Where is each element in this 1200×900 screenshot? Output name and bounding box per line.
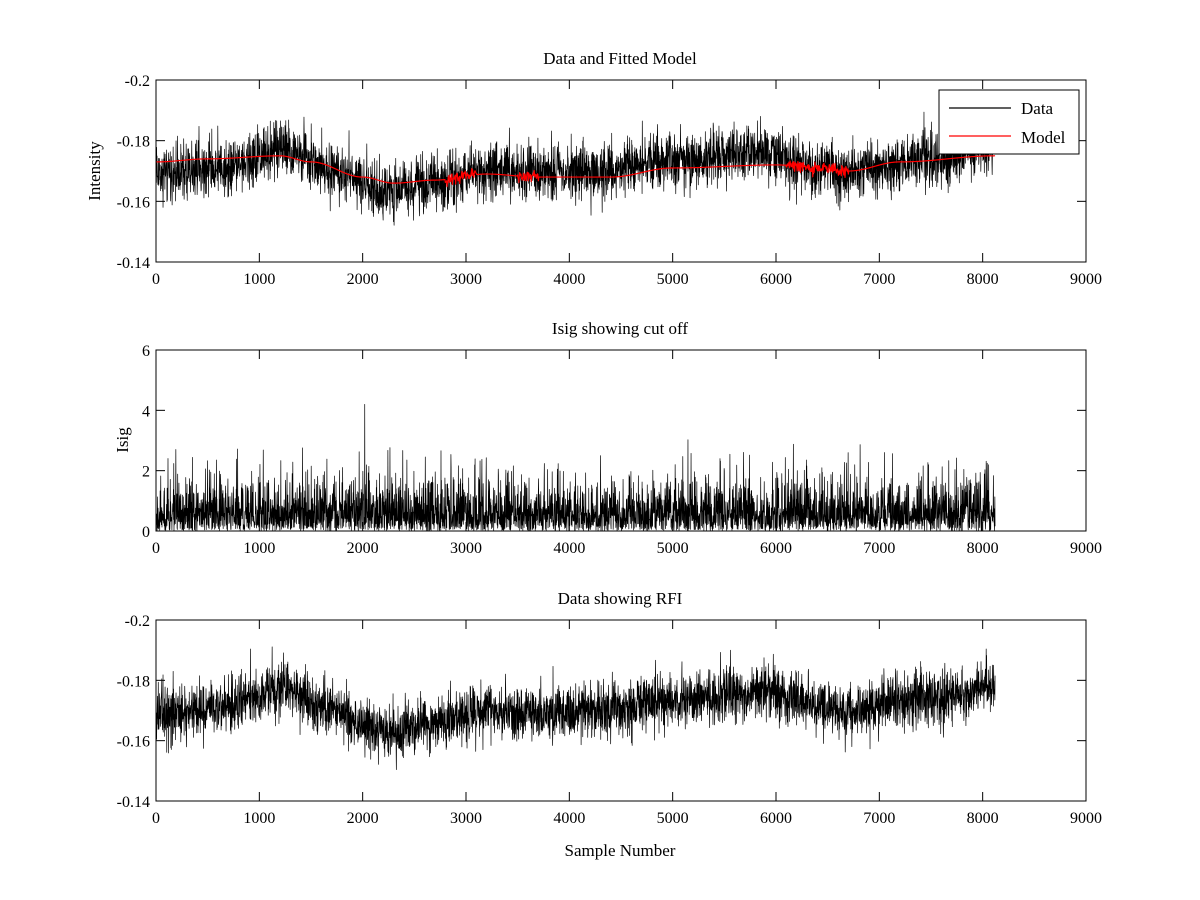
x-tick-label: 5000 xyxy=(657,540,689,557)
axes-layer: 0 1000 2000 3000 4000 5000 6000 7000 8000 9000 -0.… xyxy=(117,73,1102,288)
y-tick-label: -0.16 xyxy=(117,734,150,751)
x-tick-label: 8000 xyxy=(967,810,999,827)
subplot-title: Data and Fitted Model xyxy=(543,49,697,68)
x-tick-label: 2000 xyxy=(347,810,379,827)
axes-layer: 0 1000 2000 3000 4000 5000 6000 7000 8000 9000 -0.… xyxy=(117,613,1102,827)
y-tick-label: -0.14 xyxy=(117,794,150,811)
x-tick-label: 1000 xyxy=(243,810,275,827)
axes-frame xyxy=(155,79,1087,263)
x-tick-label: 4000 xyxy=(553,810,585,827)
x-tick-label: 3000 xyxy=(450,271,482,288)
series-line-signal xyxy=(156,646,996,771)
y-axis-label: Isig xyxy=(113,427,132,453)
x-tick-label: 8000 xyxy=(967,271,999,288)
y-tick-label: -0.14 xyxy=(117,255,150,272)
series-line-signal xyxy=(156,403,996,531)
x-tick-label: 0 xyxy=(152,271,160,288)
subplot-data-and-model: Data and Fitted Model Intensity 0 1000 200… xyxy=(85,49,1102,288)
x-tick-label: 5000 xyxy=(657,810,689,827)
x-tick-label: 4000 xyxy=(553,271,585,288)
x-tick-label: 6000 xyxy=(760,271,792,288)
y-tick-label: 4 xyxy=(142,403,150,420)
plot-layer xyxy=(156,646,996,771)
x-tick-label: 1000 xyxy=(243,271,275,288)
x-axis-label: Sample Number xyxy=(565,841,676,860)
y-axis-label: Intensity xyxy=(85,141,104,201)
y-tick-label: -0.2 xyxy=(125,613,150,630)
y-tick-label: -0.2 xyxy=(125,73,150,90)
x-tick-label: 0 xyxy=(152,810,160,827)
legend: Data Model xyxy=(938,89,1080,155)
plot-layer xyxy=(156,111,996,226)
x-tick-label: 6000 xyxy=(760,810,792,827)
plot-layer xyxy=(156,403,996,531)
x-tick-label: 0 xyxy=(152,540,160,557)
y-tick-label: -0.18 xyxy=(117,134,150,151)
legend-label-model: Model xyxy=(1021,128,1066,147)
x-tick-label: 8000 xyxy=(967,540,999,557)
y-tick-label: -0.18 xyxy=(117,673,150,690)
x-tick-label: 9000 xyxy=(1070,810,1102,827)
x-tick-label: 3000 xyxy=(450,540,482,557)
x-tick-label: 2000 xyxy=(347,540,379,557)
series-line-model xyxy=(156,155,996,188)
legend-label-data: Data xyxy=(1021,99,1054,118)
subplot-title: Data showing RFI xyxy=(558,589,683,608)
legend-box xyxy=(938,89,1080,155)
x-tick-label: 7000 xyxy=(863,810,895,827)
x-tick-label: 6000 xyxy=(760,540,792,557)
axes-frame xyxy=(155,619,1087,802)
subplot-isig: Isig showing cut off Isig 0 1000 2000 3000 4… xyxy=(113,319,1102,557)
x-tick-label: 9000 xyxy=(1070,271,1102,288)
x-tick-label: 1000 xyxy=(243,540,275,557)
x-tick-label: 9000 xyxy=(1070,540,1102,557)
y-tick-label: 0 xyxy=(142,524,150,541)
axes-frame xyxy=(155,349,1087,532)
x-tick-label: 7000 xyxy=(863,540,895,557)
y-tick-label: 6 xyxy=(142,343,150,360)
x-tick-label: 5000 xyxy=(657,271,689,288)
axes-layer: 0 1000 2000 3000 4000 5000 6000 7000 8000 9000 0 2 4… xyxy=(142,343,1102,557)
x-tick-label: 2000 xyxy=(347,271,379,288)
x-tick-label: 3000 xyxy=(450,810,482,827)
y-tick-label: -0.16 xyxy=(117,194,150,211)
subplot-rfi: Data showing RFI Sample Number 0 1000 2000… xyxy=(117,589,1102,860)
subplot-title: Isig showing cut off xyxy=(552,319,688,338)
y-tick-label: 2 xyxy=(142,464,150,481)
x-tick-label: 7000 xyxy=(863,271,895,288)
x-tick-label: 4000 xyxy=(553,540,585,557)
